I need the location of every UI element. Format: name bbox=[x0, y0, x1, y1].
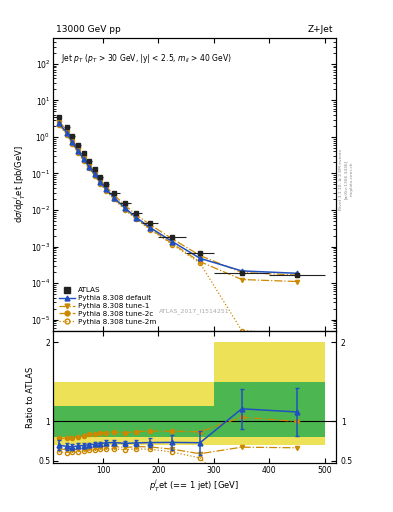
Text: Jet $p_T$ ($p_T$ > 30 GeV, |y| < 2.5, $m_{ll}$ > 40 GeV): Jet $p_T$ ($p_T$ > 30 GeV, |y| < 2.5, $m… bbox=[61, 52, 232, 65]
X-axis label: $p^{j}_{T}$et (== 1 jet) [GeV]: $p^{j}_{T}$et (== 1 jet) [GeV] bbox=[149, 478, 240, 494]
Text: ATLAS_2017_I1514251: ATLAS_2017_I1514251 bbox=[159, 309, 230, 314]
Text: [arXiv:1306.3436]: [arXiv:1306.3436] bbox=[344, 160, 348, 199]
Text: mcplots.cern.ch: mcplots.cern.ch bbox=[350, 162, 354, 197]
Y-axis label: Ratio to ATLAS: Ratio to ATLAS bbox=[26, 366, 35, 428]
Text: Rivet 3.1.10, ≥ 2.6M events: Rivet 3.1.10, ≥ 2.6M events bbox=[339, 148, 343, 210]
Text: 13000 GeV pp: 13000 GeV pp bbox=[56, 25, 121, 34]
Legend: ATLAS, Pythia 8.308 default, Pythia 8.308 tune-1, Pythia 8.308 tune-2c, Pythia 8: ATLAS, Pythia 8.308 default, Pythia 8.30… bbox=[57, 285, 158, 327]
Text: Z+Jet: Z+Jet bbox=[308, 25, 333, 34]
Y-axis label: d$\sigma$/d$p^{j}_{T}$et [pb/GeV]: d$\sigma$/d$p^{j}_{T}$et [pb/GeV] bbox=[12, 145, 28, 223]
